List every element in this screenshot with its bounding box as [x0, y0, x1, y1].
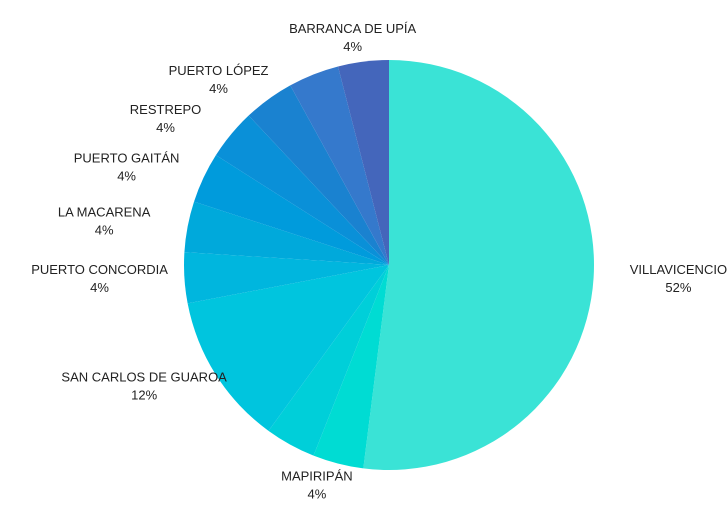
slice-value-label: 4%	[95, 223, 114, 238]
pie-slice	[338, 60, 389, 265]
slice-value-label: 4%	[156, 120, 175, 135]
slice-label: RESTREPO	[130, 102, 202, 117]
slice-label: LA MACARENA	[58, 205, 151, 220]
pie-slice	[184, 201, 389, 265]
slice-label: MAPIRIPÁN	[281, 468, 353, 483]
pie-slice	[248, 85, 389, 265]
slice-value-label: 4%	[117, 168, 136, 183]
slice-label: VILLAVICENCIO	[630, 262, 727, 277]
slice-value-label: 52%	[665, 280, 691, 295]
pie-slice	[194, 155, 389, 265]
pie-slice	[290, 66, 389, 265]
slice-label: PUERTO CONCORDIA	[31, 262, 168, 277]
slice-label: PUERTO LÓPEZ	[169, 63, 269, 78]
pie-slice	[184, 252, 389, 304]
slice-value-label: 4%	[90, 280, 109, 295]
slice-value-label: 4%	[209, 81, 228, 96]
slice-label: PUERTO GAITÁN	[74, 150, 180, 165]
pie-slice	[268, 265, 389, 456]
pie-slice	[215, 115, 389, 265]
slice-label: SAN CARLOS DE GUAROA	[61, 370, 227, 385]
slice-value-label: 12%	[131, 388, 157, 403]
pie-slice	[313, 265, 389, 469]
slice-value-label: 4%	[307, 486, 326, 501]
pie-slice	[363, 60, 594, 470]
pie-slice	[187, 265, 389, 431]
slice-value-label: 4%	[343, 39, 362, 54]
slice-label: BARRANCA DE UPÍA	[289, 21, 416, 36]
